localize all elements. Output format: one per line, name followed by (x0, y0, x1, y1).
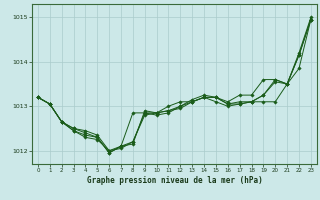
X-axis label: Graphe pression niveau de la mer (hPa): Graphe pression niveau de la mer (hPa) (86, 176, 262, 185)
